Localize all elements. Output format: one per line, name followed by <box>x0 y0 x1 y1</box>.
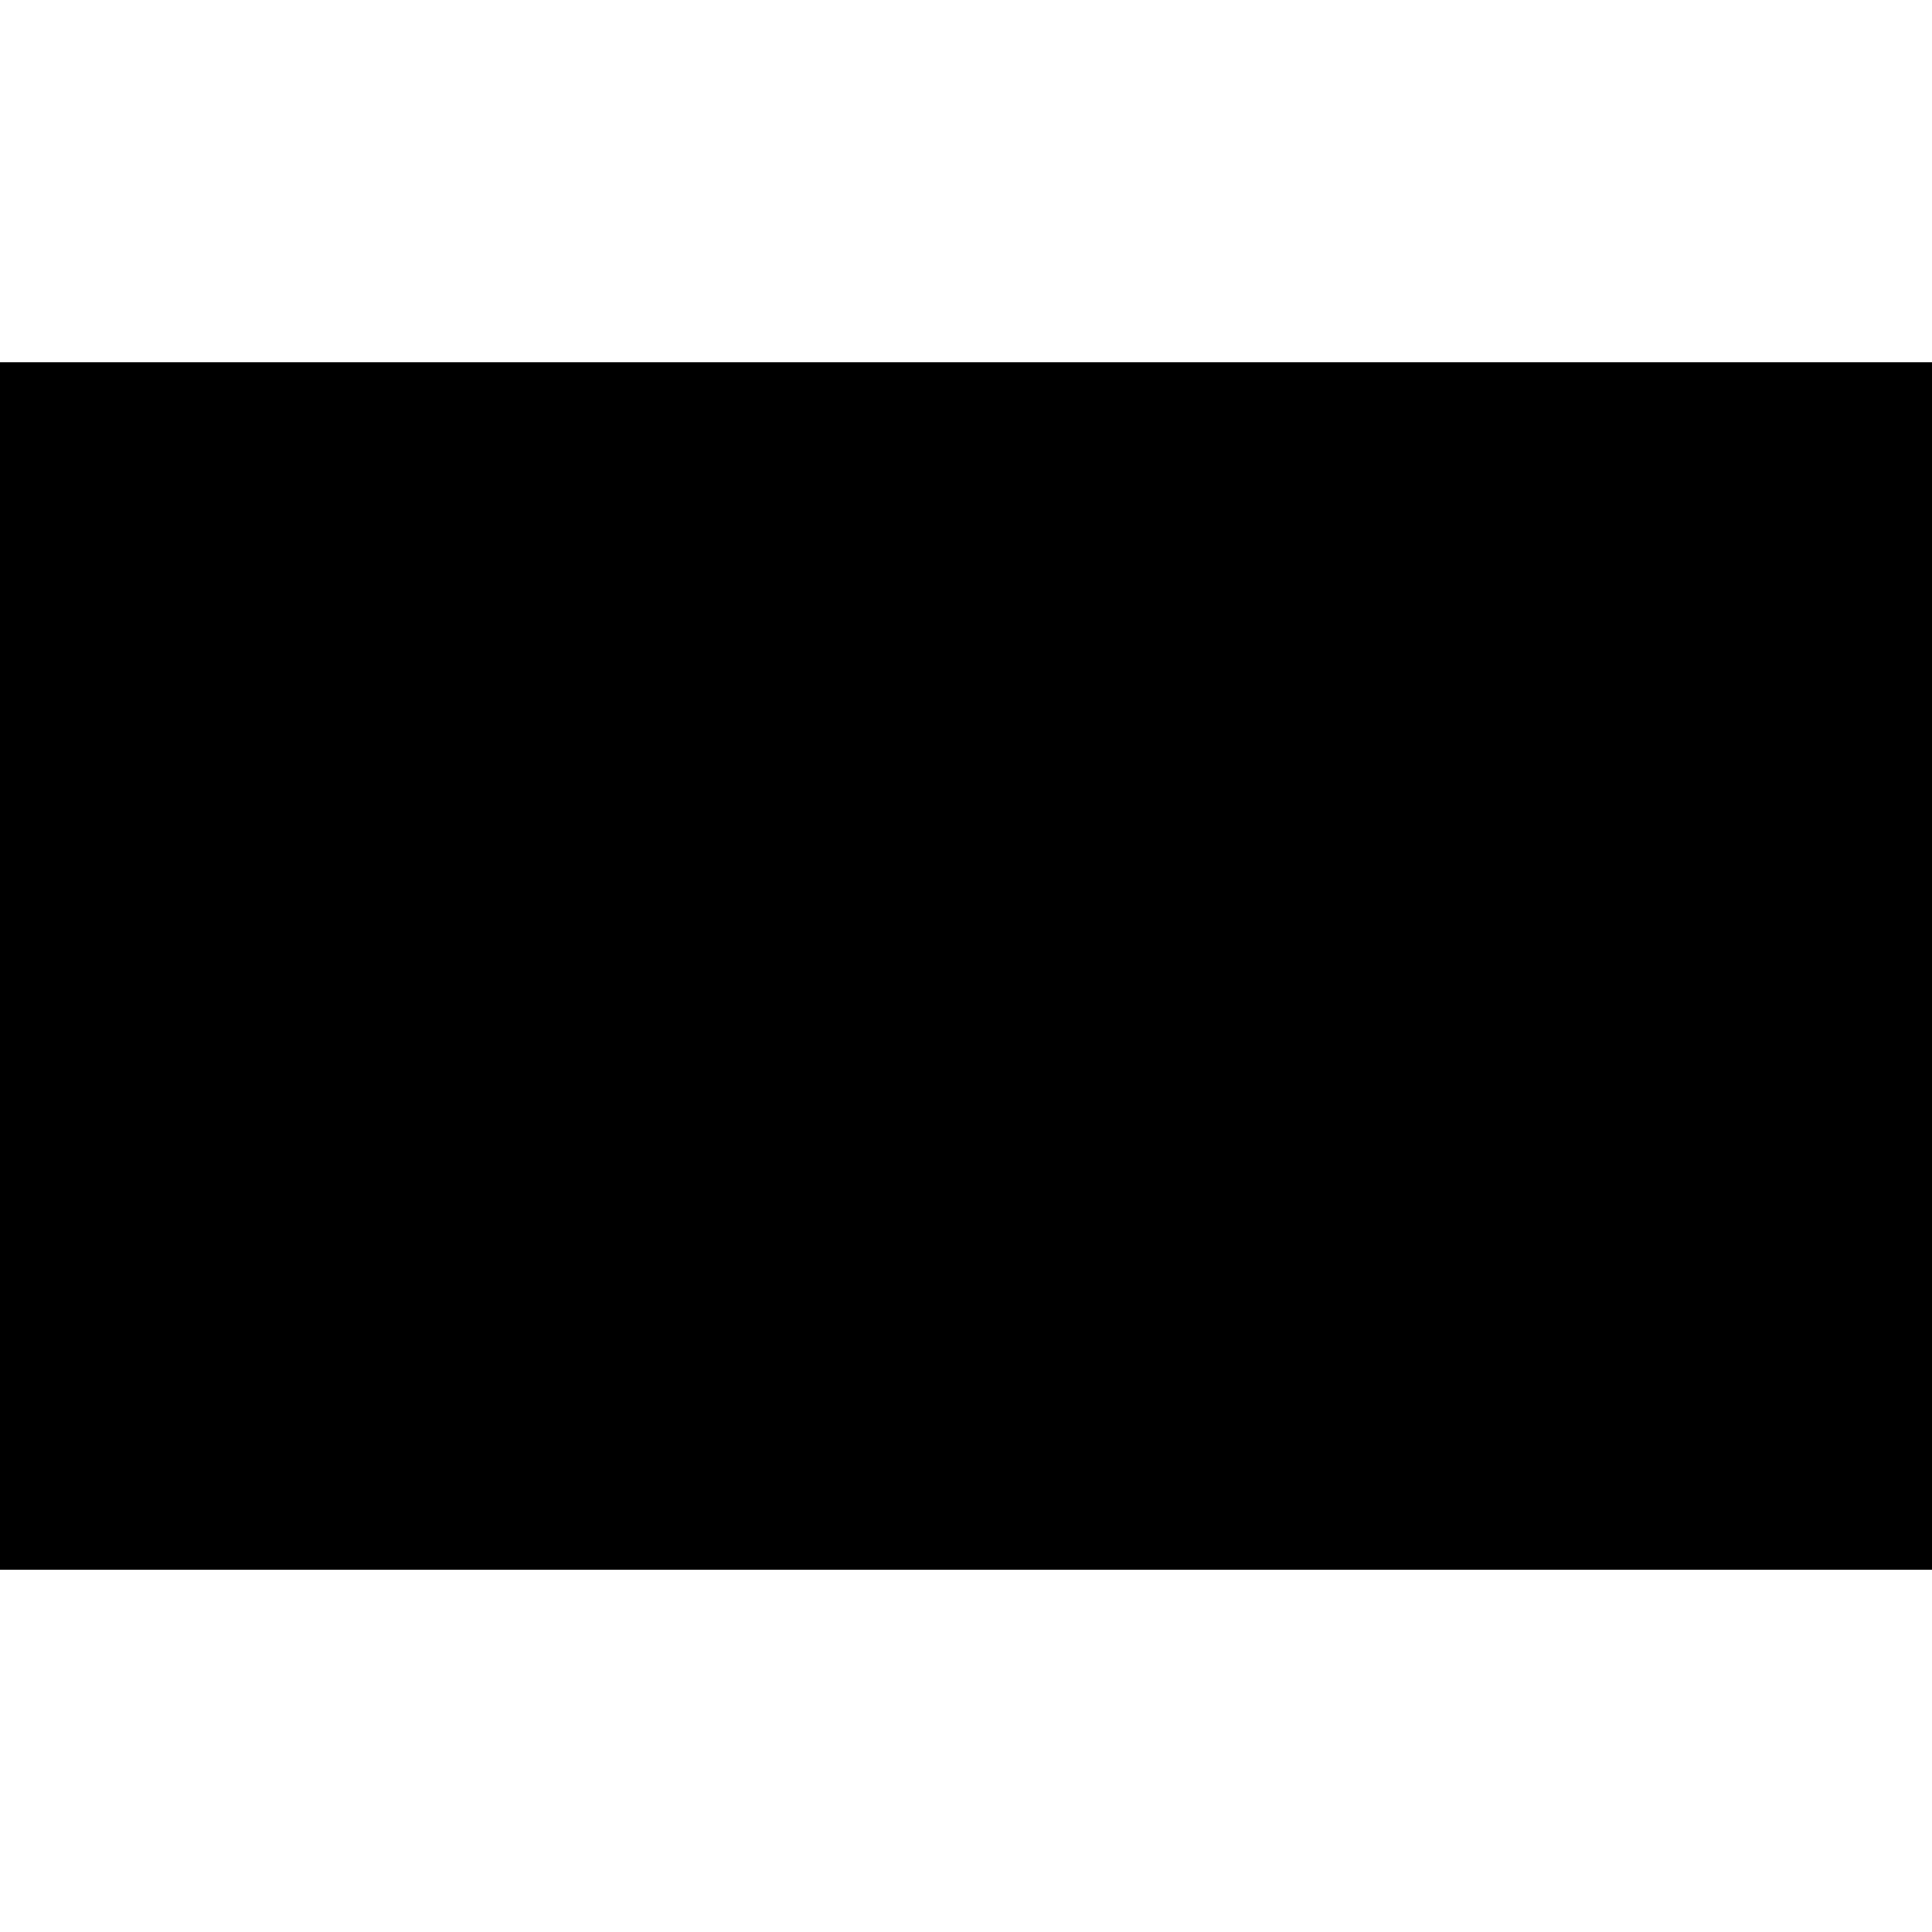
cloud-background <box>0 362 1932 1570</box>
